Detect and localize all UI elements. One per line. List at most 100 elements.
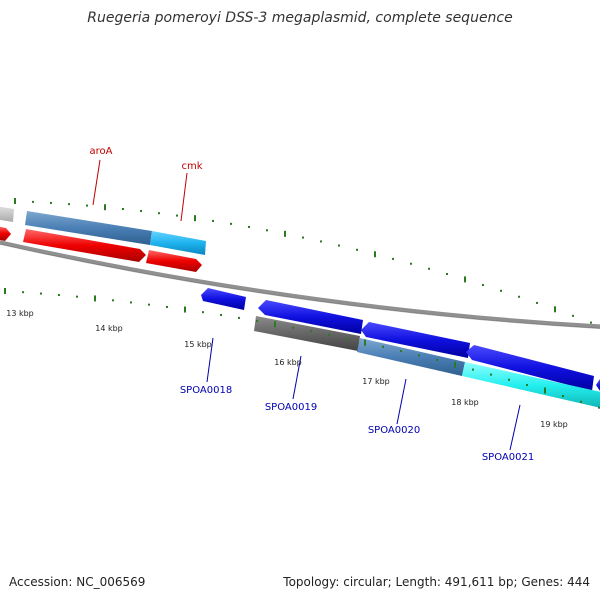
major-tick [544,387,546,394]
minor-tick [428,267,430,270]
minor-tick [76,295,78,298]
minor-tick [122,208,124,211]
minor-tick [310,330,312,333]
minor-tick [518,295,520,298]
gene-label-SPOA0019: SPOA0019 [265,402,317,413]
gene-blue-5 [596,379,600,391]
minor-tick [346,337,348,340]
gene-arrow-left-red [0,226,11,241]
tick-track-upper [14,198,592,324]
gene-SPOA0018 [201,288,246,310]
minor-tick [292,326,294,329]
major-tick [104,204,106,211]
minor-tick [598,406,600,409]
minor-tick [140,210,142,213]
major-tick [184,306,186,313]
minor-tick [22,291,24,294]
minor-tick [590,321,592,324]
minor-tick [302,236,304,239]
minor-tick [400,350,402,353]
minor-tick [436,359,438,362]
kbp-label-16: 16 kbp [274,358,302,367]
minor-tick [392,257,394,260]
kbp-label-17: 17 kbp [362,377,390,386]
minor-tick [158,212,160,215]
minor-tick [86,204,88,207]
tick-track-lower [4,288,600,409]
minor-tick [238,316,240,319]
minor-tick [112,299,114,302]
minor-tick [256,320,258,323]
SPOA0018-pointer [206,337,214,383]
major-tick [554,306,556,313]
gene-cmk [150,231,206,255]
SPOA0019-pointer [292,355,302,400]
minor-tick [328,333,330,336]
minor-tick [50,201,52,204]
gene-SPOA0019 [254,316,360,351]
minor-tick [40,292,42,295]
major-tick [194,215,196,222]
minor-tick [230,222,232,225]
minor-tick [382,345,384,348]
minor-tick [220,313,222,316]
gene-label-SPOA0018: SPOA0018 [180,385,232,396]
kbp-label-19: 19 kbp [540,420,568,429]
gene-label-aroA: aroA [90,146,113,157]
gene-segment-steel [25,211,152,245]
cmk-pointer [180,172,188,222]
gene-blue-2 [258,300,363,334]
minor-tick [446,272,448,275]
major-tick [94,295,96,302]
minor-tick [202,311,204,314]
minor-tick [482,284,484,286]
kbp-label-15: 15 kbp [184,340,212,349]
accession-text: Accession: NC_006569 [9,575,146,589]
major-tick [364,339,366,346]
major-tick [14,198,16,204]
minor-tick [32,200,34,203]
kbp-label-18: 18 kbp [451,398,479,407]
major-tick [454,361,456,368]
major-tick [274,321,276,328]
gene-aroA [23,229,146,262]
minor-tick [508,378,510,381]
SPOA0021-pointer [509,404,521,451]
minor-tick [418,354,420,357]
topology-summary-text: Topology: circular; Length: 491,611 bp; … [283,575,590,589]
minor-tick [320,240,322,243]
gene-segment-light [0,206,14,222]
gene-cmk-arrow [146,250,202,272]
minor-tick [356,248,358,251]
minor-tick [166,306,168,309]
minor-tick [572,314,574,317]
gene-blue-4 [466,345,594,391]
aroA-pointer [92,159,101,206]
minor-tick [248,226,250,228]
major-tick [284,230,286,237]
gene-label-cmk: cmk [181,161,202,172]
major-tick [374,251,376,258]
map-title: Ruegeria pomeroyi DSS-3 megaplasmid, com… [87,10,513,26]
gene-label-SPOA0021: SPOA0021 [482,452,534,463]
minor-tick [176,214,178,217]
minor-tick [410,262,412,265]
minor-tick [212,219,214,222]
minor-tick [68,203,70,206]
minor-tick [338,244,340,247]
minor-tick [490,373,492,376]
gene-label-SPOA0020: SPOA0020 [368,425,420,436]
minor-tick [526,384,528,387]
major-tick [464,276,466,283]
gene-SPOA0021 [462,362,600,408]
backbone-inner [0,243,600,329]
minor-tick [472,368,474,371]
SPOA0020-pointer [396,378,407,425]
minor-tick [536,301,538,304]
minor-tick [130,301,132,304]
minor-tick [580,400,582,403]
minor-tick [266,229,268,232]
minor-tick [148,303,150,306]
